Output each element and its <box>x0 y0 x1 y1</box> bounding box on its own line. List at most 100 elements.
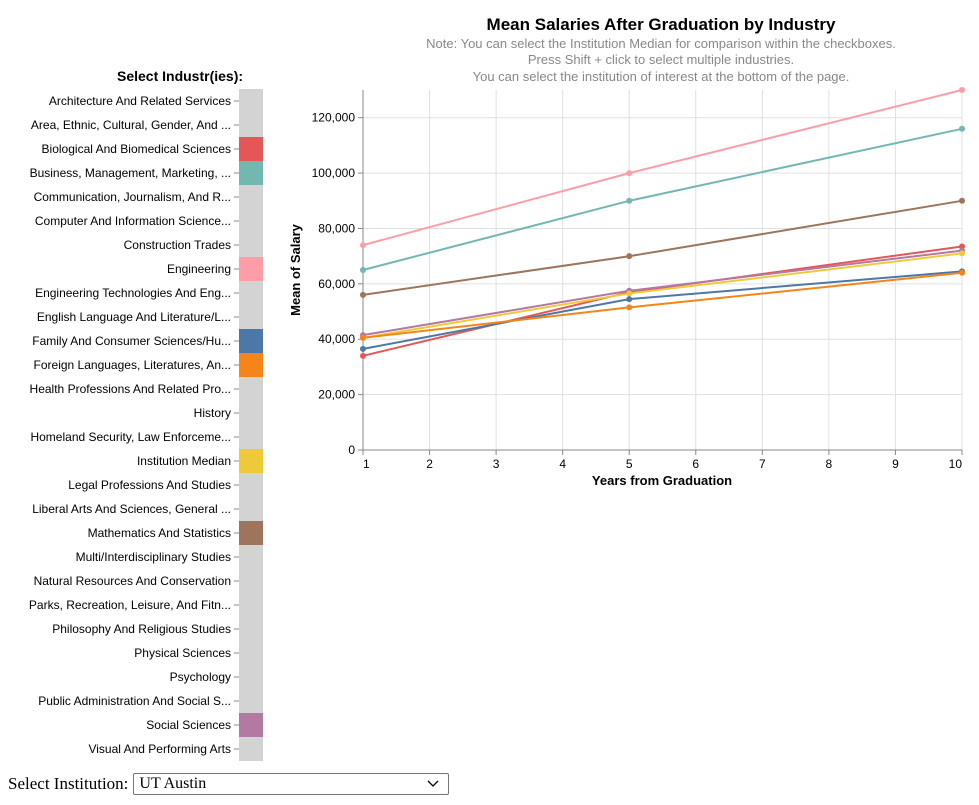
legend-swatch[interactable] <box>239 713 263 737</box>
institution-select[interactable]: UT Austin <box>133 773 450 795</box>
legend-swatch[interactable] <box>239 497 263 521</box>
legend-item[interactable]: Philosophy And Religious Studies <box>52 617 263 641</box>
legend-label[interactable]: Multi/Interdisciplinary Studies <box>76 550 231 564</box>
legend-label[interactable]: Physical Sciences <box>134 646 231 660</box>
legend-swatch[interactable] <box>239 401 263 425</box>
legend-item[interactable]: Liberal Arts And Sciences, General ... <box>32 497 263 521</box>
data-point[interactable] <box>959 87 965 93</box>
legend-item[interactable]: Homeland Security, Law Enforceme... <box>30 425 263 449</box>
legend-item[interactable]: Biological And Biomedical Sciences <box>42 137 263 161</box>
legend-swatch[interactable] <box>239 281 263 305</box>
industry-legend[interactable]: Architecture And Related Services Area, E… <box>29 89 263 761</box>
legend-swatch[interactable] <box>239 737 263 761</box>
legend-item[interactable]: Business, Management, Marketing, ... <box>30 161 263 185</box>
legend-swatch[interactable] <box>239 593 263 617</box>
legend-swatch[interactable] <box>239 449 263 473</box>
legend-swatch[interactable] <box>239 329 263 353</box>
data-point[interactable] <box>360 334 366 341</box>
legend-label[interactable]: Legal Professions And Studies <box>68 478 231 492</box>
legend-item[interactable]: Area, Ethnic, Cultural, Gender, And ... <box>31 113 263 137</box>
legend-item[interactable]: Engineering <box>167 257 263 281</box>
legend-item[interactable]: Multi/Interdisciplinary Studies <box>76 545 263 569</box>
legend-label[interactable]: History <box>194 406 231 420</box>
legend-item[interactable]: Physical Sciences <box>134 641 263 665</box>
legend-label[interactable]: Mathematics And Statistics <box>88 526 231 540</box>
legend-item[interactable]: Natural Resources And Conservation <box>34 569 263 593</box>
legend-label[interactable]: Health Professions And Related Pro... <box>30 382 231 396</box>
legend-label[interactable]: Homeland Security, Law Enforceme... <box>30 430 231 444</box>
legend-swatch[interactable] <box>239 377 263 401</box>
legend-label[interactable]: Communication, Journalism, And R... <box>34 190 231 204</box>
legend-swatch[interactable] <box>239 257 263 281</box>
legend-label[interactable]: Psychology <box>170 670 231 684</box>
legend-label[interactable]: Construction Trades <box>124 238 231 252</box>
series-line[interactable] <box>362 199 963 296</box>
series-line[interactable] <box>362 127 963 271</box>
data-point[interactable] <box>360 267 366 273</box>
data-point[interactable] <box>626 290 633 297</box>
data-point[interactable] <box>360 352 366 359</box>
legend-swatch[interactable] <box>239 425 263 449</box>
data-point[interactable] <box>626 170 633 177</box>
legend-item[interactable]: Health Professions And Related Pro... <box>30 377 263 401</box>
legend-label[interactable]: Area, Ethnic, Cultural, Gender, And ... <box>31 118 231 132</box>
data-point[interactable] <box>959 269 965 276</box>
legend-item[interactable]: Foreign Languages, Literatures, An... <box>34 353 263 377</box>
legend-label[interactable]: Business, Management, Marketing, ... <box>30 166 231 180</box>
legend-label[interactable]: English Language And Literature/L... <box>37 310 231 324</box>
legend-label[interactable]: Engineering <box>167 262 231 276</box>
data-point[interactable] <box>360 345 366 352</box>
legend-item[interactable]: Computer And Information Science... <box>35 209 263 233</box>
legend-swatch[interactable] <box>239 185 263 209</box>
legend-item[interactable]: Visual And Performing Arts <box>88 737 263 761</box>
legend-label[interactable]: Foreign Languages, Literatures, An... <box>34 358 231 372</box>
legend-item[interactable]: Public Administration And Social S... <box>38 689 263 713</box>
legend-label[interactable]: Social Sciences <box>146 718 231 732</box>
legend-item[interactable]: Psychology <box>170 665 263 689</box>
series-points[interactable] <box>360 87 965 359</box>
legend-swatch[interactable] <box>239 233 263 257</box>
data-point[interactable] <box>959 197 965 204</box>
legend-label[interactable]: Philosophy And Religious Studies <box>52 622 231 636</box>
legend-label[interactable]: Biological And Biomedical Sciences <box>42 142 231 156</box>
legend-label[interactable]: Family And Consumer Sciences/Hu... <box>32 334 231 348</box>
data-point[interactable] <box>626 296 633 303</box>
legend-swatch[interactable] <box>239 209 263 233</box>
series-line[interactable] <box>362 89 963 247</box>
legend-label[interactable]: Architecture And Related Services <box>49 94 231 108</box>
legend-item[interactable]: Construction Trades <box>124 233 263 257</box>
data-point[interactable] <box>626 304 633 311</box>
legend-label[interactable]: Visual And Performing Arts <box>88 742 231 756</box>
legend-label[interactable]: Natural Resources And Conservation <box>34 574 231 588</box>
legend-swatch[interactable] <box>239 113 263 137</box>
legend-swatch[interactable] <box>239 137 263 161</box>
legend-label[interactable]: Liberal Arts And Sciences, General ... <box>32 502 231 516</box>
legend-swatch[interactable] <box>239 545 263 569</box>
legend-label[interactable]: Public Administration And Social S... <box>38 694 231 708</box>
legend-swatch[interactable] <box>239 641 263 665</box>
legend-label[interactable]: Parks, Recreation, Leisure, And Fitn... <box>29 598 231 612</box>
legend-item[interactable]: History <box>194 401 263 425</box>
legend-item[interactable]: English Language And Literature/L... <box>37 305 263 329</box>
legend-swatch[interactable] <box>239 569 263 593</box>
legend-item[interactable]: Communication, Journalism, And R... <box>34 185 263 209</box>
data-point[interactable] <box>959 243 965 250</box>
legend-swatch[interactable] <box>239 665 263 689</box>
legend-swatch[interactable] <box>239 521 263 545</box>
legend-item[interactable]: Engineering Technologies And Eng... <box>35 281 263 305</box>
legend-swatch[interactable] <box>239 689 263 713</box>
legend-swatch[interactable] <box>239 89 263 113</box>
legend-item[interactable]: Family And Consumer Sciences/Hu... <box>32 329 263 353</box>
legend-swatch[interactable] <box>239 473 263 497</box>
legend-swatch[interactable] <box>239 305 263 329</box>
legend-item[interactable]: Mathematics And Statistics <box>88 521 263 545</box>
data-point[interactable] <box>626 197 633 204</box>
data-point[interactable] <box>360 291 366 298</box>
series-lines[interactable] <box>362 89 963 357</box>
data-point[interactable] <box>959 250 965 257</box>
legend-item[interactable]: Parks, Recreation, Leisure, And Fitn... <box>29 593 263 617</box>
legend-item[interactable]: Architecture And Related Services <box>49 89 263 113</box>
legend-swatch[interactable] <box>239 617 263 641</box>
legend-item[interactable]: Legal Professions And Studies <box>68 473 263 497</box>
data-point[interactable] <box>626 253 633 260</box>
